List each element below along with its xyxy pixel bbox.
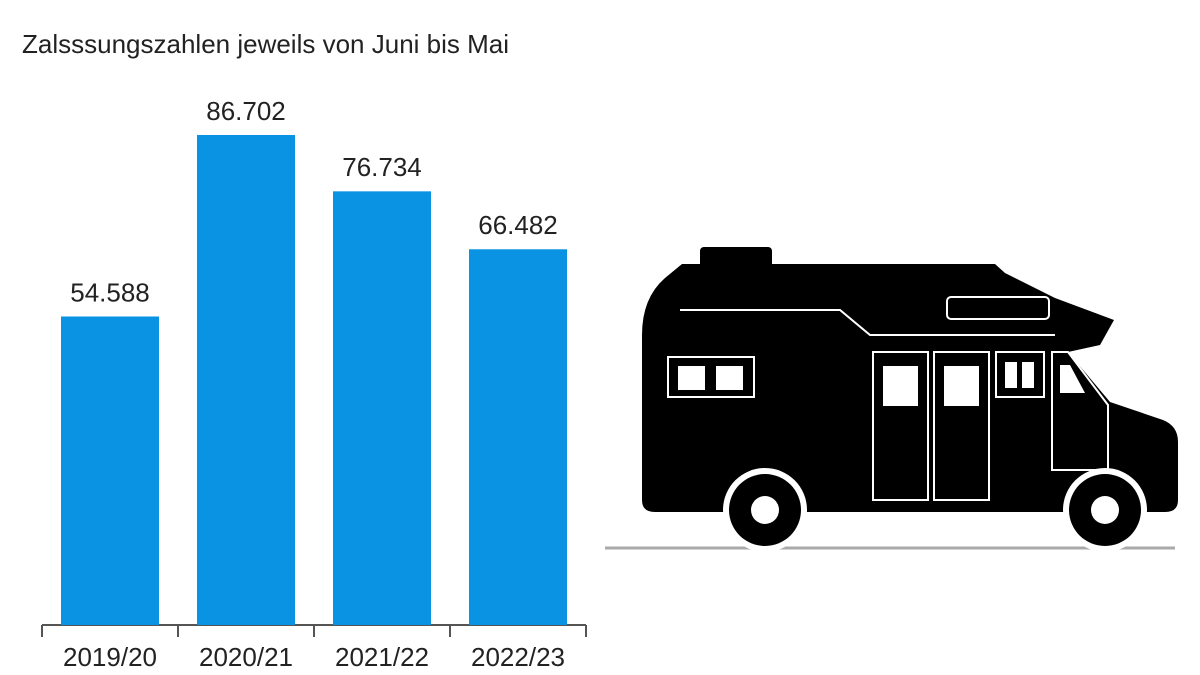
x-tick-label: 2021/22 — [335, 642, 429, 672]
side-window — [667, 356, 755, 398]
cab-window — [1060, 365, 1085, 393]
door — [872, 351, 929, 501]
cab-door — [1051, 351, 1109, 471]
pane — [716, 366, 743, 390]
chart-subtitle: Zalsssungszahlen jeweils von Juni bis Ma… — [22, 29, 509, 59]
small-window — [995, 351, 1045, 398]
door-window — [944, 366, 979, 406]
x-tick-label: 2019/20 — [63, 642, 157, 672]
value-label: 66.482 — [478, 210, 558, 240]
bar — [61, 316, 159, 625]
bar — [469, 249, 567, 626]
x-tick-label: 2022/23 — [471, 642, 565, 672]
camper-illustration — [605, 247, 1178, 552]
roof-box — [700, 247, 772, 269]
hub — [1091, 496, 1119, 524]
value-label: 86.702 — [206, 96, 286, 126]
roof-window — [946, 296, 1050, 320]
door — [933, 351, 990, 501]
pane — [1022, 362, 1034, 388]
hub — [751, 496, 779, 524]
bar — [333, 191, 431, 625]
x-tick-label: 2020/21 — [199, 642, 293, 672]
body-line — [680, 309, 1055, 336]
pane — [1005, 362, 1017, 388]
bar — [197, 135, 295, 625]
door-window — [883, 366, 918, 406]
value-label: 54.588 — [70, 277, 150, 307]
value-label: 76.734 — [342, 152, 422, 182]
pane — [678, 366, 705, 390]
